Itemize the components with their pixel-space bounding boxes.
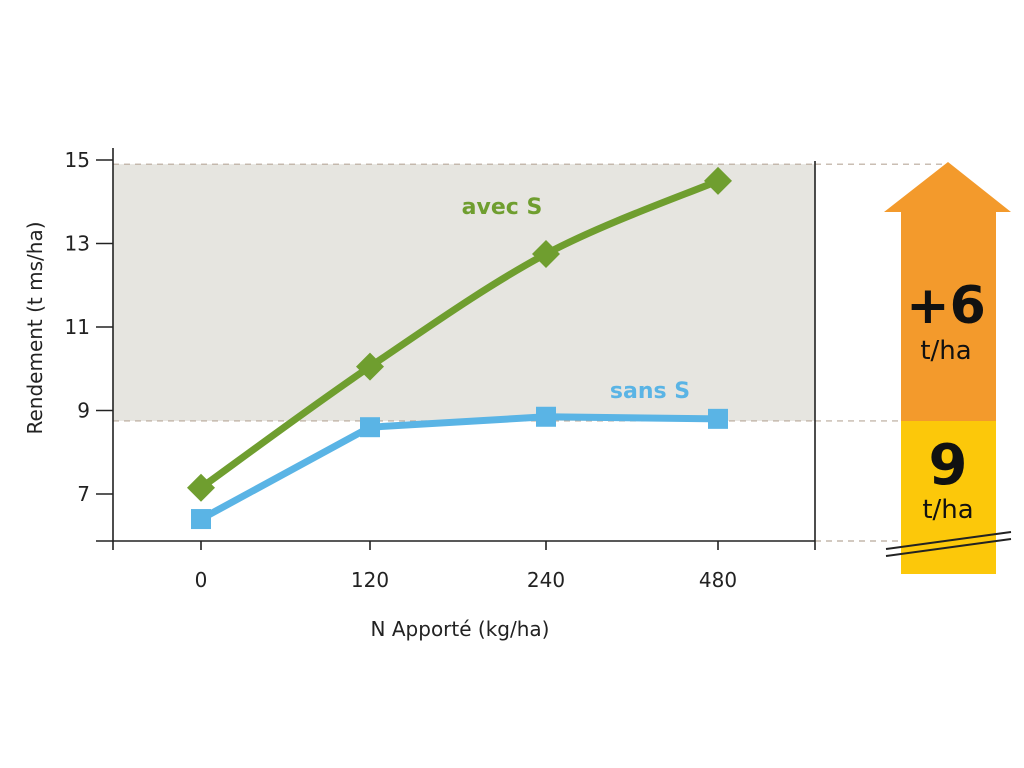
base-unit: t/ha <box>922 495 973 525</box>
point-avec-s-0 <box>187 473 215 502</box>
series-line-avec-s <box>197 177 722 492</box>
series-label-avec-s: avec S <box>462 195 543 220</box>
point-sans-s-480 <box>708 408 728 429</box>
highlight-band <box>113 164 815 421</box>
axis-break-line-2 <box>885 538 1012 557</box>
y-tick-label-7: 7 <box>77 482 90 506</box>
gain-arrow-shape <box>884 162 1011 421</box>
gain-unit: t/ha <box>920 336 971 366</box>
point-avec-s-240 <box>532 239 560 268</box>
x-ticks: 0 120 240 480 <box>112 541 816 592</box>
y-ticks: 7 9 11 13 15 <box>65 148 113 506</box>
series-line-sans-s <box>197 413 722 523</box>
point-sans-s-120 <box>360 417 380 438</box>
point-avec-s-480 <box>704 166 732 195</box>
yield-gain-arrow: +6 t/ha 9 t/ha <box>884 162 1012 574</box>
y-tick-label-9: 9 <box>77 399 90 423</box>
series-layer <box>187 166 732 530</box>
base-value: 9 <box>929 433 968 498</box>
y-tick-label-15: 15 <box>65 148 90 172</box>
point-sans-s-240 <box>536 406 556 427</box>
x-tick-label-240: 240 <box>527 568 565 592</box>
y-tick-label-11: 11 <box>65 315 90 339</box>
x-tick-label-480: 480 <box>699 568 737 592</box>
x-axis-title: N Apporté (kg/ha) <box>371 617 550 641</box>
point-avec-s-120 <box>356 352 384 381</box>
x-tick-label-0: 0 <box>195 568 208 592</box>
gain-value: +6 <box>906 276 986 336</box>
axis-break-line-1 <box>885 531 1012 550</box>
x-tick-label-120: 120 <box>351 568 389 592</box>
y-axis-title: Rendement (t ms/ha) <box>23 221 47 434</box>
series-label-sans-s: sans S <box>610 379 690 404</box>
y-tick-label-13: 13 <box>65 232 90 256</box>
point-sans-s-0 <box>191 509 211 530</box>
